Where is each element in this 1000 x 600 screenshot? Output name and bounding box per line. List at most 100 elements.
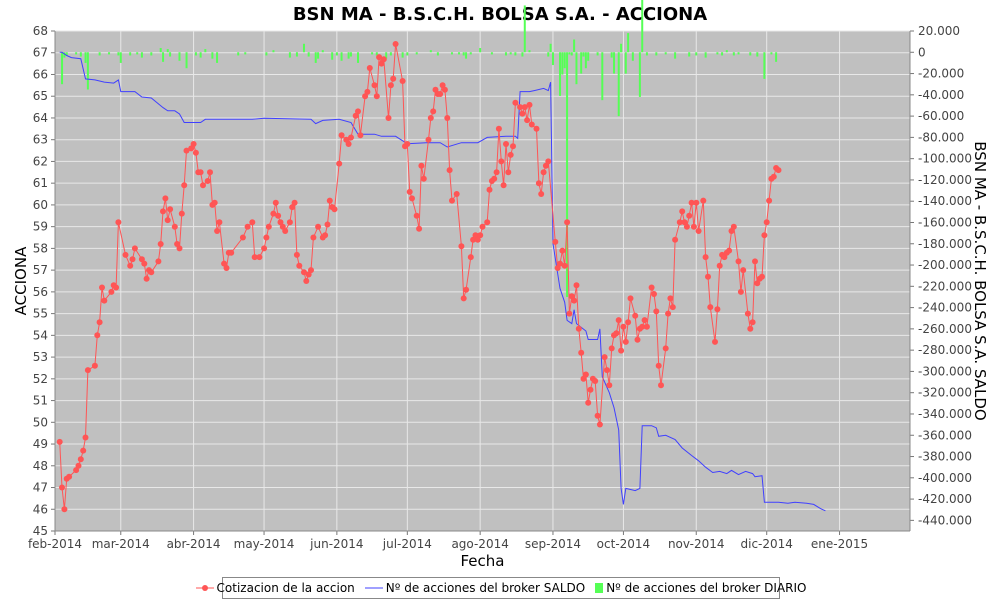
price-point: [596, 421, 603, 428]
price-point: [352, 112, 359, 119]
y-right-tick-label: -100.000: [918, 152, 972, 166]
y-right-tick-label: -300.000: [918, 364, 972, 378]
diario-bar: [86, 52, 89, 90]
price-point: [690, 223, 697, 230]
price-point: [747, 325, 754, 332]
price-point: [228, 249, 235, 256]
price-point: [331, 206, 338, 213]
price-point: [101, 297, 108, 304]
diario-bar: [479, 48, 482, 53]
price-point: [618, 347, 625, 354]
price-point: [108, 288, 115, 295]
price-point: [542, 162, 549, 169]
diario-bar: [136, 52, 139, 55]
diario-bar: [129, 52, 132, 56]
y-right-tick-label: -220.000: [918, 279, 972, 293]
price-point: [371, 82, 378, 89]
diario-bar: [331, 52, 334, 60]
axes: 45 46 47 48 49 50 51 52 53 54 55 56 57 58 59 60 61 62 63 64…: [28, 24, 972, 551]
price-point: [143, 275, 150, 282]
price-point: [303, 278, 310, 284]
chart-title: BSN MA - B.S.C.H. BOLSA S.A. - ACCIONA: [292, 4, 708, 25]
price-point: [641, 317, 648, 324]
diario-bar: [601, 52, 604, 101]
diario-bar: [514, 52, 517, 56]
diario-bar: [295, 52, 298, 57]
price-point: [643, 323, 650, 330]
price-point: [578, 349, 585, 356]
price-point: [714, 306, 721, 313]
price-point: [587, 386, 594, 393]
price-point: [223, 265, 230, 271]
x-tick-label: jul-2014: [382, 537, 432, 551]
price-point: [366, 65, 373, 71]
price-point: [441, 86, 448, 93]
price-point: [399, 78, 406, 84]
price-point: [216, 219, 223, 226]
diario-bar: [335, 52, 338, 56]
price-point: [164, 217, 171, 224]
price-point: [392, 41, 399, 47]
price-point: [707, 304, 714, 311]
y-left-tick-label: 58: [33, 241, 48, 255]
diario-bar: [244, 52, 247, 55]
price-point: [763, 219, 770, 226]
price-point: [510, 143, 516, 150]
diario-bar: [211, 52, 214, 59]
price-point: [416, 225, 423, 232]
price-point: [251, 254, 258, 261]
price-point: [141, 260, 148, 267]
price-point: [495, 125, 502, 132]
price-point: [566, 310, 573, 317]
y-left-tick-label: 59: [33, 220, 48, 234]
price-point: [622, 338, 629, 345]
price-point: [519, 110, 526, 117]
price-point: [56, 438, 63, 445]
price-point: [301, 269, 307, 276]
legend-label-diario: Nº de acciones del broker DIARIO: [606, 581, 807, 595]
price-point: [446, 167, 453, 174]
diario-bar: [450, 52, 453, 55]
price-point: [467, 254, 474, 261]
diario-bar: [624, 52, 627, 74]
price-point: [167, 206, 174, 213]
price-point: [270, 210, 277, 217]
y-left-tick-label: 55: [33, 307, 48, 321]
price-point: [345, 141, 352, 147]
price-point: [183, 147, 190, 154]
price-point: [305, 271, 312, 278]
y-left-tick-label: 56: [33, 285, 48, 299]
price-point: [752, 258, 758, 265]
diario-bar: [627, 33, 630, 53]
price-point: [308, 267, 314, 274]
price-point: [651, 291, 657, 297]
price-point: [658, 382, 664, 389]
price-point: [275, 212, 282, 219]
diario-bar: [307, 52, 310, 57]
diario-bar: [185, 52, 188, 69]
price-point: [676, 219, 683, 226]
price-point: [686, 212, 693, 219]
price-point: [472, 232, 479, 239]
diario-bar: [645, 52, 648, 56]
price-point: [634, 336, 641, 343]
price-point: [613, 330, 620, 337]
price-point: [148, 269, 155, 276]
diario-bar: [159, 48, 162, 53]
price-point: [766, 197, 773, 204]
price-point: [653, 308, 660, 315]
diario-bar: [490, 52, 493, 55]
price-point: [390, 75, 397, 82]
price-point: [326, 197, 333, 204]
legend-swatch-saldo: [364, 587, 383, 589]
legend-swatch-diario: [595, 583, 604, 593]
price-point: [192, 149, 199, 156]
x-tick-label: feb-2014: [28, 537, 82, 551]
diario-bar: [265, 52, 268, 56]
price-point: [479, 223, 486, 230]
diario-bar: [528, 50, 531, 53]
y-right-tick-label: -20.000: [918, 67, 964, 81]
diario-bar: [573, 39, 576, 53]
y-left-tick-label: 57: [33, 263, 48, 277]
diario-bar: [638, 52, 641, 97]
